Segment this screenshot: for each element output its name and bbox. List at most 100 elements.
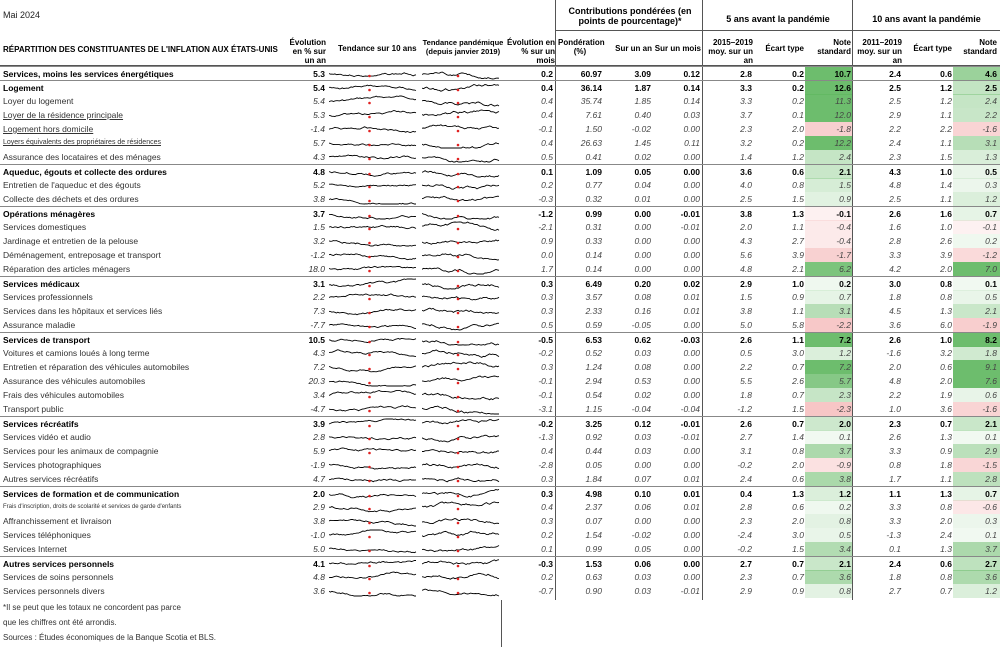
sparkline-pandemic xyxy=(422,449,500,455)
sparkline-10yr-marker xyxy=(368,172,371,176)
sparkline-pandemic-marker xyxy=(456,451,460,455)
avg-10yr: 2.3 xyxy=(889,419,901,429)
score-10yr: 1.2 xyxy=(985,194,997,204)
std-5yr: 1.2 xyxy=(792,152,804,162)
table-row: Services Internet 5.0 0.1 0.99 0.05 0.00 -0.2 1… xyxy=(0,542,1000,556)
avg-5yr: 3.7 xyxy=(740,110,752,120)
table-row: Aqueduc, égouts et collecte des ordures 4… xyxy=(0,164,1000,179)
score-10yr: -0.1 xyxy=(982,222,997,232)
score-5yr-heat xyxy=(805,374,852,388)
contrib-year: 0.05 xyxy=(634,544,651,554)
contrib-month: 0.00 xyxy=(683,167,700,177)
score-5yr: 6.2 xyxy=(839,264,851,274)
yoy-change: 4.3 xyxy=(313,348,325,358)
std-5yr: 1.0 xyxy=(792,279,804,289)
sparkline-10yr-marker xyxy=(368,479,371,483)
score-5yr-heat xyxy=(805,570,852,584)
weight: 0.99 xyxy=(585,209,602,219)
sparkline-pandemic-line xyxy=(422,142,500,149)
weight: 26.63 xyxy=(580,138,602,148)
mom-change: 0.5 xyxy=(541,152,553,162)
sparkline-10yr-marker xyxy=(368,115,371,119)
sparkline-10yr-line xyxy=(329,253,417,261)
sparkline-10yr xyxy=(329,518,416,527)
sparkline-10yr xyxy=(329,213,417,220)
table-row: Loyers équivalents des propriétaires de … xyxy=(0,136,1000,150)
std-10yr: 1.3 xyxy=(940,432,952,442)
contrib-year: 0.03 xyxy=(634,586,651,596)
std-10yr: 0.8 xyxy=(940,279,952,289)
score-10yr-heat xyxy=(953,165,1000,179)
mom-change: 0.3 xyxy=(541,474,553,484)
std-10yr: 0.6 xyxy=(940,69,952,79)
sparkline-10yr xyxy=(329,224,417,231)
sparkline-pandemic-line xyxy=(422,361,500,368)
score-5yr: 12.6 xyxy=(834,83,851,93)
weight: 36.14 xyxy=(580,83,602,93)
footnote-2: que les chiffres ont été arrondis. xyxy=(3,618,117,627)
score-10yr-heat xyxy=(953,192,1000,206)
contrib-year: 0.03 xyxy=(634,572,651,582)
contrib-year: 0.07 xyxy=(634,474,651,484)
score-10yr: 2.1 xyxy=(985,419,997,429)
score-5yr-heat xyxy=(805,360,852,374)
table-row: Logement 5.4 0.4 36.14 1.87 0.14 3.3 0.2 12.6 2.5… xyxy=(0,80,1000,95)
table-row: Services de soins personnels 4.8 0.2 0.63 0.… xyxy=(0,570,1000,584)
mom-change: 0.9 xyxy=(541,236,553,246)
sparkline-pandemic-marker xyxy=(456,535,460,539)
sparkline-10yr-marker xyxy=(368,367,371,371)
contrib-month: -0.01 xyxy=(680,222,700,232)
sparkline-10yr-marker xyxy=(368,129,371,133)
contrib-year: 0.03 xyxy=(634,446,651,456)
score-5yr: 1.2 xyxy=(839,348,851,358)
yoy-change: 4.8 xyxy=(313,572,325,582)
sparkline-10yr xyxy=(329,493,417,499)
row-label: Affranchissement et livraison xyxy=(3,516,112,526)
row-label: Logement hors domicile xyxy=(3,124,94,134)
score-10yr-heat xyxy=(953,430,1000,444)
row-label: Services, moins les services énergétique… xyxy=(3,69,174,79)
score-10yr: -1.6 xyxy=(982,404,997,414)
sparkline-10yr-marker xyxy=(368,577,371,581)
sparkline-10yr-marker xyxy=(368,340,371,344)
contrib-year: 0.00 xyxy=(634,222,651,232)
sparkline-pandemic xyxy=(422,361,500,371)
score-5yr: 0.5 xyxy=(839,530,851,540)
sparkline-10yr-marker xyxy=(368,143,371,147)
contrib-month: 0.00 xyxy=(683,124,700,134)
sparkline-pandemic-line xyxy=(422,349,500,358)
sparkline-10yr-line xyxy=(329,308,417,316)
contrib-month: 0.01 xyxy=(683,474,700,484)
table-row: Voitures et camions loués à long terme 4.… xyxy=(0,346,1000,360)
std-10yr: 1.0 xyxy=(940,222,952,232)
score-5yr: 5.7 xyxy=(839,376,851,386)
sparkline-pandemic-marker xyxy=(456,340,460,344)
score-10yr: 3.7 xyxy=(985,544,997,554)
score-10yr: 0.5 xyxy=(985,167,997,177)
score-10yr-heat xyxy=(953,304,1000,318)
table-row: Services téléphoniques -1.0 0.2 1.54 -0.02 0.… xyxy=(0,528,1000,542)
weight: 0.59 xyxy=(585,320,602,330)
sparkline-pandemic-line xyxy=(422,212,500,220)
sparkline-pandemic xyxy=(422,588,500,597)
sparkline-pandemic-line xyxy=(422,588,500,597)
avg-10yr: 3.6 xyxy=(889,320,901,330)
sparkline-10yr xyxy=(329,463,417,470)
rule-col-contrib xyxy=(555,0,556,600)
score-10yr-heat xyxy=(953,388,1000,402)
score-5yr: -2.3 xyxy=(836,404,851,414)
std-5yr: 1.5 xyxy=(792,404,804,414)
table-row: Services de transport 10.5 -0.5 6.53 0.62 -0.… xyxy=(0,332,1000,347)
weight: 0.14 xyxy=(585,264,602,274)
sparkline-pandemic xyxy=(422,239,500,245)
row-label: Collecte des déchets et des ordures xyxy=(3,194,139,204)
score-5yr: 2.1 xyxy=(839,559,851,569)
avg-5yr: 2.5 xyxy=(740,194,752,204)
table-row: Loyer du logement 5.4 0.4 35.74 1.85 0.14 3.3 0… xyxy=(0,94,1000,108)
score-5yr: 2.4 xyxy=(839,152,851,162)
sparkline-10yr xyxy=(329,154,417,161)
sparkline-10yr xyxy=(329,126,417,133)
std-10yr: 1.3 xyxy=(940,489,952,499)
std-5yr: 0.7 xyxy=(792,572,804,582)
sparkline-pandemic-marker xyxy=(456,115,460,119)
